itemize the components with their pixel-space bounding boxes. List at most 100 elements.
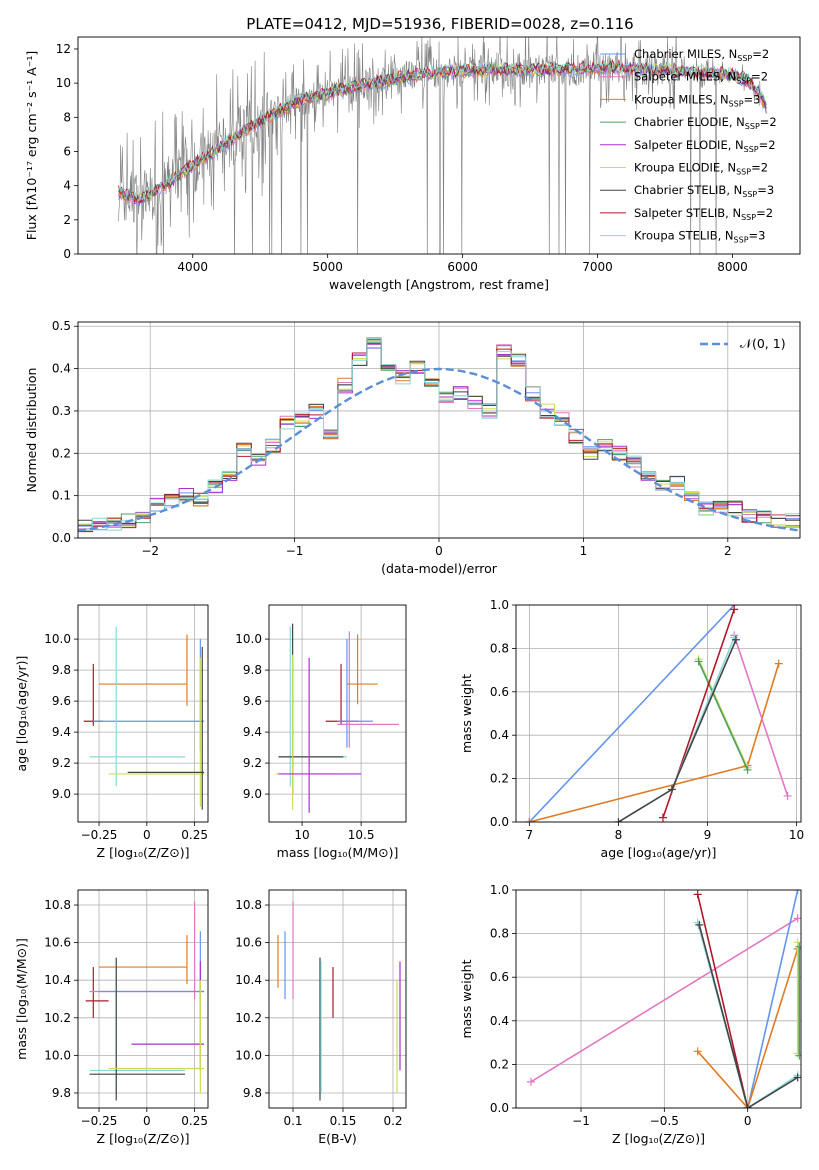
- grid-age_vs_Z: [78, 605, 208, 822]
- y-tick-label: 10.0: [44, 1048, 71, 1062]
- weight-line: [696, 894, 749, 1108]
- chart-mass_vs_Z: −0.25 0 0.25 9.8 10.0 10.2 10.4 10.6 10.8 Z [log₁…: [14, 889, 209, 1146]
- x-tick-label: 10: [789, 828, 804, 842]
- y-tick-label: 10: [56, 76, 71, 90]
- y-tick-label: 6: [63, 144, 71, 158]
- y-axis-label: mass weight: [459, 959, 474, 1038]
- y-axis-label: Normed distribution: [24, 368, 39, 493]
- grid-mass_vs_Z: [78, 890, 208, 1108]
- y-tick-label: 9.8: [52, 1086, 71, 1100]
- x-tick-label: 8: [615, 828, 623, 842]
- grid-residuals: [78, 322, 800, 539]
- weight-marker: [795, 942, 801, 951]
- weight-marker: [793, 1049, 801, 1058]
- x-axis-label: Z [log₁₀(Z/Z⊙)]: [97, 845, 190, 860]
- histogram-step-line: [78, 338, 800, 531]
- plot-area-age_vs_Z: [83, 626, 205, 810]
- plot-area-spectrum: [118, 37, 767, 254]
- x-tick-label: 1: [580, 544, 588, 558]
- y-tick-label: 9.4: [52, 725, 71, 739]
- x-axis-label: (data-model)/error: [381, 561, 498, 576]
- axes-frame: [268, 889, 407, 1109]
- x-axis-label: E(B-V): [318, 1131, 357, 1146]
- y-tick-label: 10.0: [44, 632, 71, 646]
- x-tick-label: 0.1: [283, 1114, 302, 1128]
- grid-age_vs_mass: [269, 605, 406, 822]
- x-tick-label: −0.25: [81, 1114, 118, 1128]
- y-tick-label: 0.4: [490, 1014, 509, 1028]
- weight-line: [733, 635, 789, 797]
- weight-marker: [793, 914, 801, 923]
- plot-area-residuals: [78, 337, 800, 533]
- weight-marker: [793, 890, 801, 894]
- weight-marker: [693, 1047, 702, 1056]
- chart-residuals: −2 −1 0 1 2 0.0 0.1 0.2 0.3 0.4 0.5 𝒩(0, 1) (data-mo…: [24, 319, 801, 576]
- y-axis-label: age [log₁₀(age/yr)]: [14, 656, 29, 772]
- weight-marker: [783, 791, 792, 800]
- x-tick-label: 0.15: [330, 1114, 357, 1128]
- x-tick-label: 9: [704, 828, 712, 842]
- axes-frame: [515, 604, 802, 823]
- chart-mass_vs_ebv: 0.1 0.15 0.2 9.8 10.0 10.2 10.4 10.6 10.8 E(B-V): [235, 889, 407, 1146]
- y-tick-label: 0.0: [490, 815, 509, 829]
- x-tick-label: 8000: [717, 260, 748, 274]
- x-axis-label: wavelength [Angstrom, rest frame]: [329, 277, 549, 292]
- legend-entry: Salpeter MILES, NSSP=2: [634, 70, 768, 86]
- x-axis-label: Z [log₁₀(Z/Z⊙)]: [612, 1131, 705, 1146]
- x-axis-label: mass [log₁₀(M/M⊙)]: [277, 845, 399, 860]
- y-tick-label: 9.2: [243, 756, 262, 770]
- legend-entry: Chabrier MILES, NSSP=2: [634, 47, 769, 63]
- chart-age_vs_mass: 10 10.5 9.0 9.2 9.4 9.6 9.8 10.0 mass [log₁₀(M/M…: [235, 604, 407, 860]
- axes-frame: [268, 604, 407, 823]
- chart-age_vs_Z: −0.25 0 0.25 9.0 9.2 9.4 9.6 9.8 10.0 Z [log₁₀(Z/…: [14, 604, 209, 860]
- model-spectrum-line: [118, 61, 767, 206]
- x-tick-label: −1: [572, 1114, 590, 1128]
- weight-marker: [693, 890, 702, 899]
- y-tick-label: 12: [56, 42, 71, 56]
- weight-line: [697, 661, 749, 771]
- legend-entry: Chabrier ELODIE, NSSP=2: [634, 115, 777, 131]
- x-tick-label: −2: [141, 544, 159, 558]
- x-tick-label: −0.25: [81, 828, 118, 842]
- y-tick-label: 0.5: [52, 319, 71, 333]
- y-tick-label: 10.2: [235, 1011, 262, 1025]
- chart-weight_vs_Z: −1 −0.5 0 0.0 0.2 0.4 0.6 0.8 1.0 Z [log₁₀(Z/Z⊙)]…: [459, 883, 802, 1146]
- plot-area-age_vs_mass: [276, 623, 399, 813]
- weight-marker: [667, 785, 676, 794]
- y-tick-label: 0.4: [490, 728, 509, 742]
- weight-line: [528, 605, 735, 822]
- figure-title: PLATE=0412, MJD=51936, FIBERID=0028, z=0…: [246, 15, 633, 33]
- y-tick-label: 9.6: [243, 694, 262, 708]
- legend-residuals: 𝒩(0, 1): [700, 336, 786, 351]
- y-tick-label: 10.0: [235, 632, 262, 646]
- plot-area-mass_vs_Z: [85, 901, 205, 1101]
- grid-mass_vs_ebv: [269, 890, 406, 1108]
- y-tick-label: 0.1: [52, 489, 71, 503]
- x-tick-label: 0: [744, 1114, 752, 1128]
- y-tick-label: 0.4: [52, 362, 71, 376]
- legend-entry: 𝒩(0, 1): [740, 336, 786, 351]
- x-tick-label: 7: [526, 828, 534, 842]
- weight-line: [529, 663, 780, 822]
- weight-marker: [793, 938, 801, 947]
- weight-marker: [614, 818, 623, 822]
- y-tick-label: 0.6: [490, 685, 509, 699]
- weight-marker: [527, 1077, 535, 1086]
- x-tick-label: 6000: [447, 260, 478, 274]
- legend-entry: Chabrier STELIB, NSSP=3: [634, 183, 774, 199]
- y-tick-label: 2: [63, 213, 71, 227]
- x-tick-label: 5000: [312, 260, 343, 274]
- y-tick-label: 0: [63, 247, 71, 261]
- y-tick-label: 9.2: [52, 756, 71, 770]
- y-tick-label: 10.2: [44, 1011, 71, 1025]
- x-tick-label: 0.25: [181, 828, 208, 842]
- weight-marker: [793, 1073, 801, 1082]
- y-tick-label: 0.2: [490, 1057, 509, 1071]
- weight-marker: [525, 818, 534, 822]
- axes-frame: [77, 36, 801, 255]
- y-tick-label: 1.0: [490, 598, 509, 612]
- y-tick-label: 0.3: [52, 404, 71, 418]
- legend-entry: Salpeter ELODIE, NSSP=2: [634, 138, 776, 154]
- y-axis-label: mass [log₁₀(M/M⊙)]: [14, 938, 29, 1060]
- y-tick-label: 10.0: [235, 1048, 262, 1062]
